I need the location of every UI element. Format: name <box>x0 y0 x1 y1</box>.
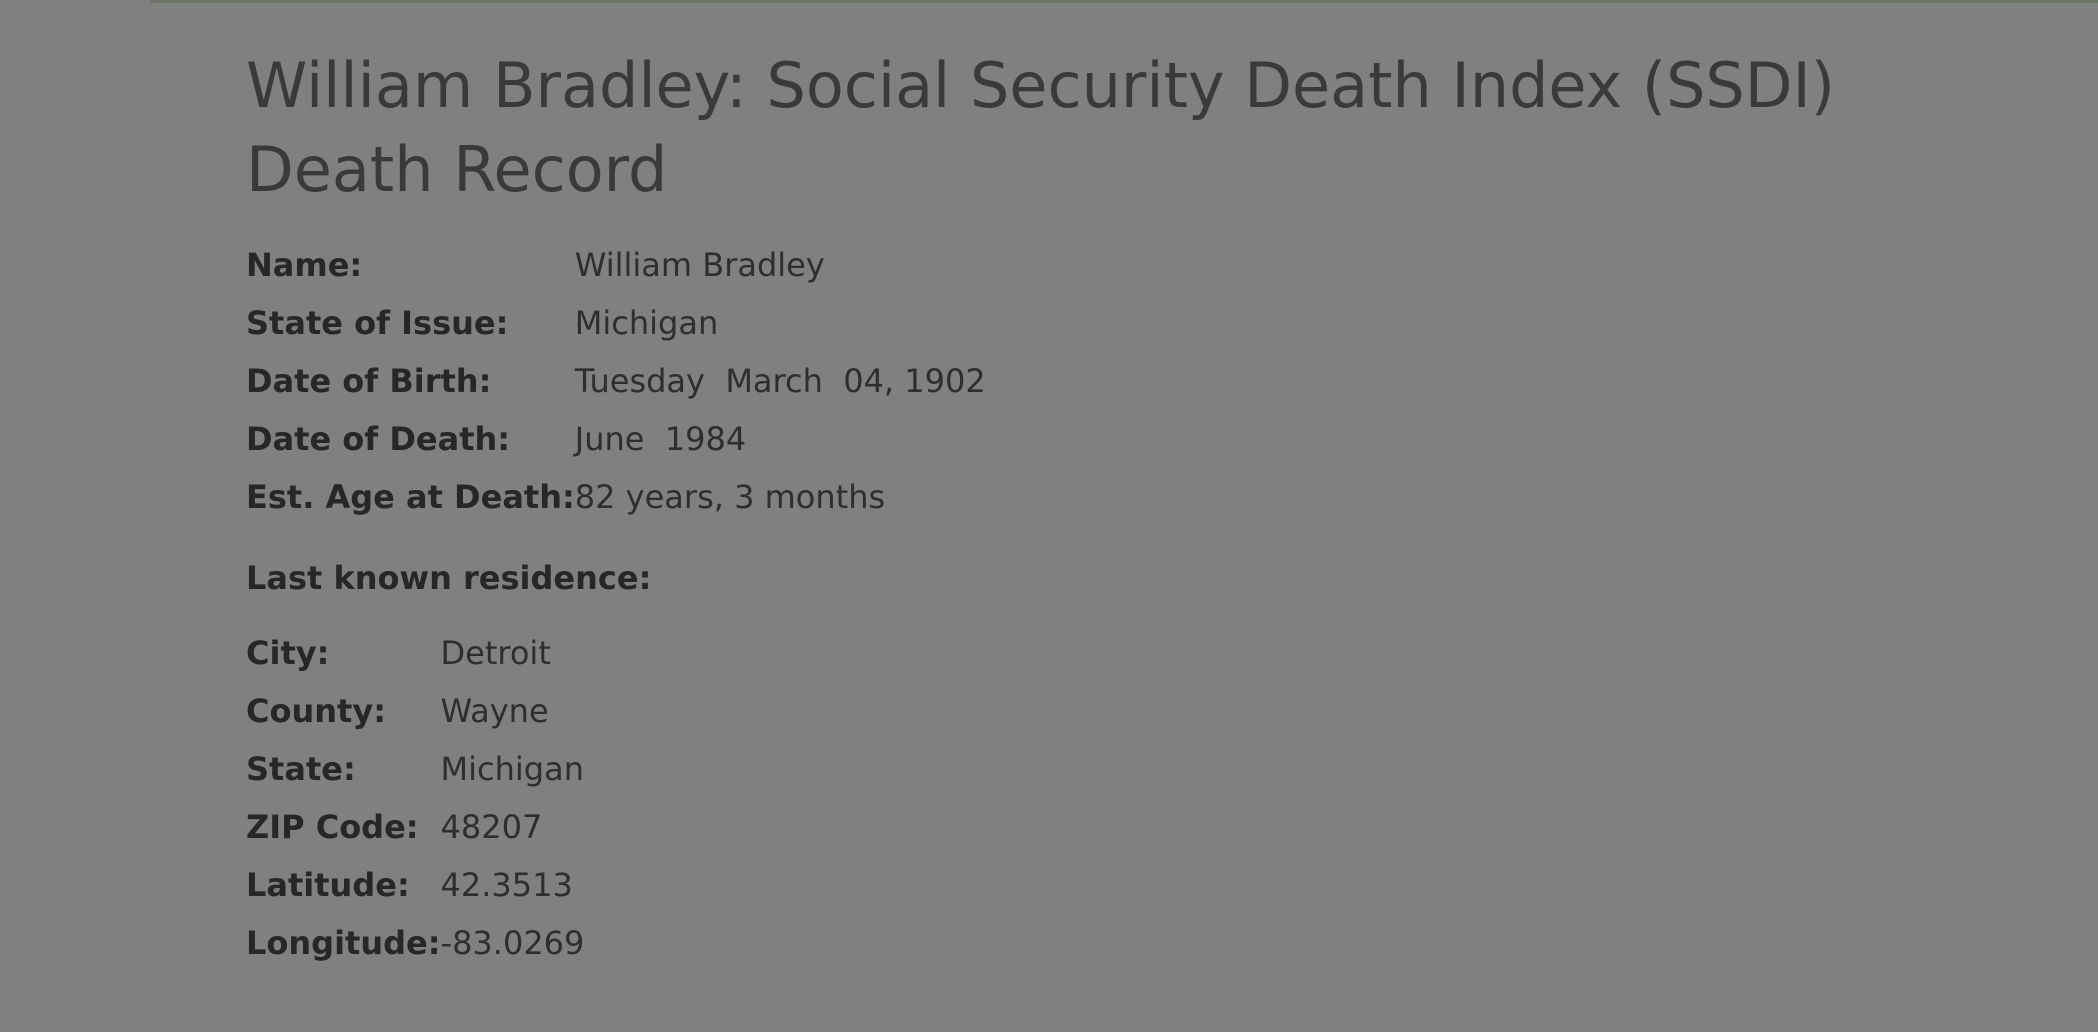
field-label: Longitude: <box>246 924 441 962</box>
record-row-date-of-birth: Date of Birth: Tuesday March 04, 1902 <box>246 352 986 410</box>
field-label: Date of Birth: <box>246 362 492 400</box>
field-value: June 1984 <box>574 420 747 458</box>
record-content: William Bradley: Social Security Death I… <box>246 44 2006 972</box>
residence-row-latitude: Latitude: 42.3513 <box>246 856 584 914</box>
field-label: Latitude: <box>246 866 410 904</box>
field-label: Name: <box>246 246 363 284</box>
field-label: State: <box>246 750 356 788</box>
field-value: 42.3513 <box>440 866 573 904</box>
field-label: City: <box>246 634 330 672</box>
field-label: Date of Death: <box>246 420 511 458</box>
record-row-date-of-death: Date of Death: June 1984 <box>246 410 986 468</box>
field-value: William Bradley <box>574 246 825 284</box>
field-label: ZIP Code: <box>246 808 419 846</box>
field-value: 48207 <box>440 808 543 846</box>
residence-row-county: County: Wayne <box>246 682 584 740</box>
top-divider <box>150 0 2098 3</box>
field-value: Detroit <box>440 634 551 672</box>
residence-row-city: City: Detroit <box>246 624 584 682</box>
residence-row-zip: ZIP Code: 48207 <box>246 798 584 856</box>
record-row-age-at-death: Est. Age at Death: 82 years, 3 months <box>246 468 986 526</box>
residence-heading: Last known residence: <box>246 559 652 597</box>
record-row-name: Name: William Bradley <box>246 236 986 294</box>
residence-row-longitude: Longitude: -83.0269 <box>246 914 584 972</box>
field-value: Michigan <box>574 304 719 342</box>
residence-table: City: Detroit County: Wayne State: Michi… <box>246 624 584 972</box>
field-value: Michigan <box>440 750 584 788</box>
residence-row-state: State: Michigan <box>246 740 584 798</box>
field-label: State of Issue: <box>246 304 509 342</box>
field-value: -83.0269 <box>440 924 585 962</box>
field-label: Est. Age at Death: <box>246 478 575 516</box>
record-row-state-of-issue: State of Issue: Michigan <box>246 294 986 352</box>
field-value: Wayne <box>440 692 549 730</box>
page-title: William Bradley: Social Security Death I… <box>246 49 1835 206</box>
death-record-table: Name: William Bradley State of Issue: Mi… <box>246 236 986 526</box>
field-value: Tuesday March 04, 1902 <box>574 362 986 400</box>
field-value: 82 years, 3 months <box>574 478 886 516</box>
field-label: County: <box>246 692 386 730</box>
